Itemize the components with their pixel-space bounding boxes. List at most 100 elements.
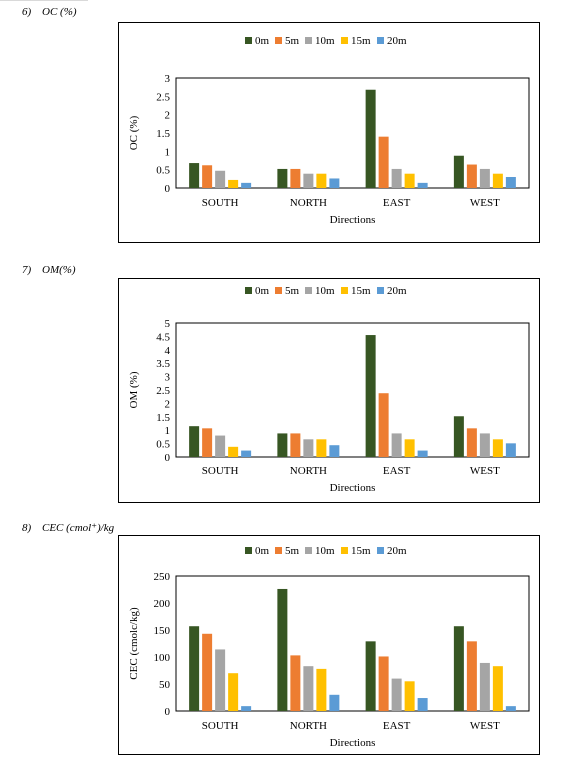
y-tick-label: 100 — [154, 652, 171, 664]
legend-label: 5m — [285, 285, 300, 297]
x-axis-title: Directions — [330, 737, 376, 749]
y-tick-label: 0 — [165, 452, 171, 464]
bar — [303, 439, 314, 457]
legend-label: 10m — [315, 285, 335, 297]
legend-label: 0m — [255, 35, 270, 47]
y-tick-label: 3 — [165, 372, 171, 384]
x-category-label: SOUTH — [202, 465, 239, 477]
bar — [241, 706, 252, 711]
y-tick-label: 5 — [165, 318, 171, 330]
y-axis-title: CEC (cmolc/kg) — [128, 607, 140, 680]
chart-oc: 0m 5m 10m 15m 20m 0 0.5 1 1.5 2 2.5 3 OC (%) SOUTH NOR… — [118, 22, 540, 243]
y-tick-label: 0.5 — [156, 439, 170, 451]
bar — [365, 641, 376, 711]
legend-swatch — [341, 547, 348, 554]
bar — [228, 446, 239, 457]
legend-swatch — [305, 287, 312, 294]
legend-swatch — [377, 287, 384, 294]
legend-swatch — [377, 547, 384, 554]
bar — [202, 428, 213, 457]
bar — [391, 678, 402, 711]
legend-swatch — [341, 37, 348, 44]
legend-swatch — [275, 287, 282, 294]
legend-label: 10m — [315, 545, 335, 557]
bar — [492, 173, 503, 188]
bar — [241, 450, 252, 457]
legend-swatch — [245, 287, 252, 294]
legend-swatch — [305, 547, 312, 554]
x-category-label: NORTH — [290, 465, 327, 477]
legend-label: 15m — [351, 285, 371, 297]
x-category-label: WEST — [470, 465, 500, 477]
bar — [202, 633, 213, 711]
bar — [228, 179, 239, 188]
y-tick-label: 3.5 — [156, 358, 170, 370]
x-axis-title: Directions — [330, 482, 376, 494]
heading-title: OC (%) — [42, 6, 77, 18]
y-tick-label: 1 — [165, 146, 171, 158]
bar — [189, 163, 200, 188]
legend: 0m 5m 10m 15m 20m — [245, 285, 407, 297]
bar — [277, 433, 288, 457]
bar — [404, 681, 415, 711]
bar — [505, 706, 516, 711]
bar — [316, 439, 327, 457]
y-tick-label: 2 — [165, 110, 171, 122]
y-tick-label: 4.5 — [156, 331, 170, 343]
heading-title: CEC (cmol⁺)/kg — [42, 522, 115, 534]
x-axis-title: Directions — [330, 214, 376, 226]
heading-oc: 6) OC (%) — [22, 6, 77, 18]
heading-title: OM(%) — [42, 264, 76, 276]
bar — [303, 173, 314, 188]
y-tick-label: 50 — [159, 679, 171, 691]
y-tick-label: 2.5 — [156, 91, 170, 103]
bar — [202, 165, 213, 188]
y-tick-label: 150 — [154, 625, 171, 637]
bar — [492, 439, 503, 457]
bar — [378, 393, 389, 457]
legend-label: 5m — [285, 545, 300, 557]
x-category-label: SOUTH — [202, 720, 239, 732]
bar — [505, 177, 516, 188]
bar — [215, 170, 226, 188]
bar — [417, 450, 428, 457]
y-tick-label: 2.5 — [156, 385, 170, 397]
bar — [290, 655, 301, 711]
x-category-label: NORTH — [290, 720, 327, 732]
bar — [404, 439, 415, 457]
bar — [365, 335, 376, 457]
legend-label: 0m — [255, 545, 270, 557]
legend-swatch — [305, 37, 312, 44]
bar — [277, 588, 288, 711]
legend: 0m 5m 10m 15m 20m — [245, 35, 407, 47]
chart-cec: 0m 5m 10m 15m 20m 0 50 100 150 200 250 CEC (cmolc/k… — [118, 535, 540, 755]
x-category-label: WEST — [470, 197, 500, 209]
legend-label: 20m — [387, 285, 407, 297]
bar — [316, 173, 327, 188]
y-axis-title: OM (%) — [128, 371, 140, 408]
bar — [417, 182, 428, 188]
bar — [215, 435, 226, 457]
y-tick-label: 4 — [165, 345, 171, 357]
heading-number: 7) — [22, 264, 32, 276]
legend-swatch — [377, 37, 384, 44]
bar — [479, 168, 490, 188]
heading-number: 8) — [22, 522, 32, 534]
y-tick-label: 1 — [165, 425, 171, 437]
bar — [303, 666, 314, 711]
bar — [417, 698, 428, 711]
y-tick-label: 1.5 — [156, 412, 170, 424]
heading-number: 6) — [22, 6, 32, 18]
legend-label: 0m — [255, 285, 270, 297]
x-category-label: EAST — [383, 465, 411, 477]
y-tick-label: 200 — [154, 598, 171, 610]
heading-om: 7) OM(%) — [22, 264, 76, 276]
y-tick-label: 1.5 — [156, 128, 170, 140]
legend-label: 15m — [351, 35, 371, 47]
bar — [391, 168, 402, 188]
bar — [241, 182, 252, 188]
bar — [290, 168, 301, 188]
bar — [277, 168, 288, 188]
bar — [466, 428, 477, 457]
bar — [189, 426, 200, 457]
